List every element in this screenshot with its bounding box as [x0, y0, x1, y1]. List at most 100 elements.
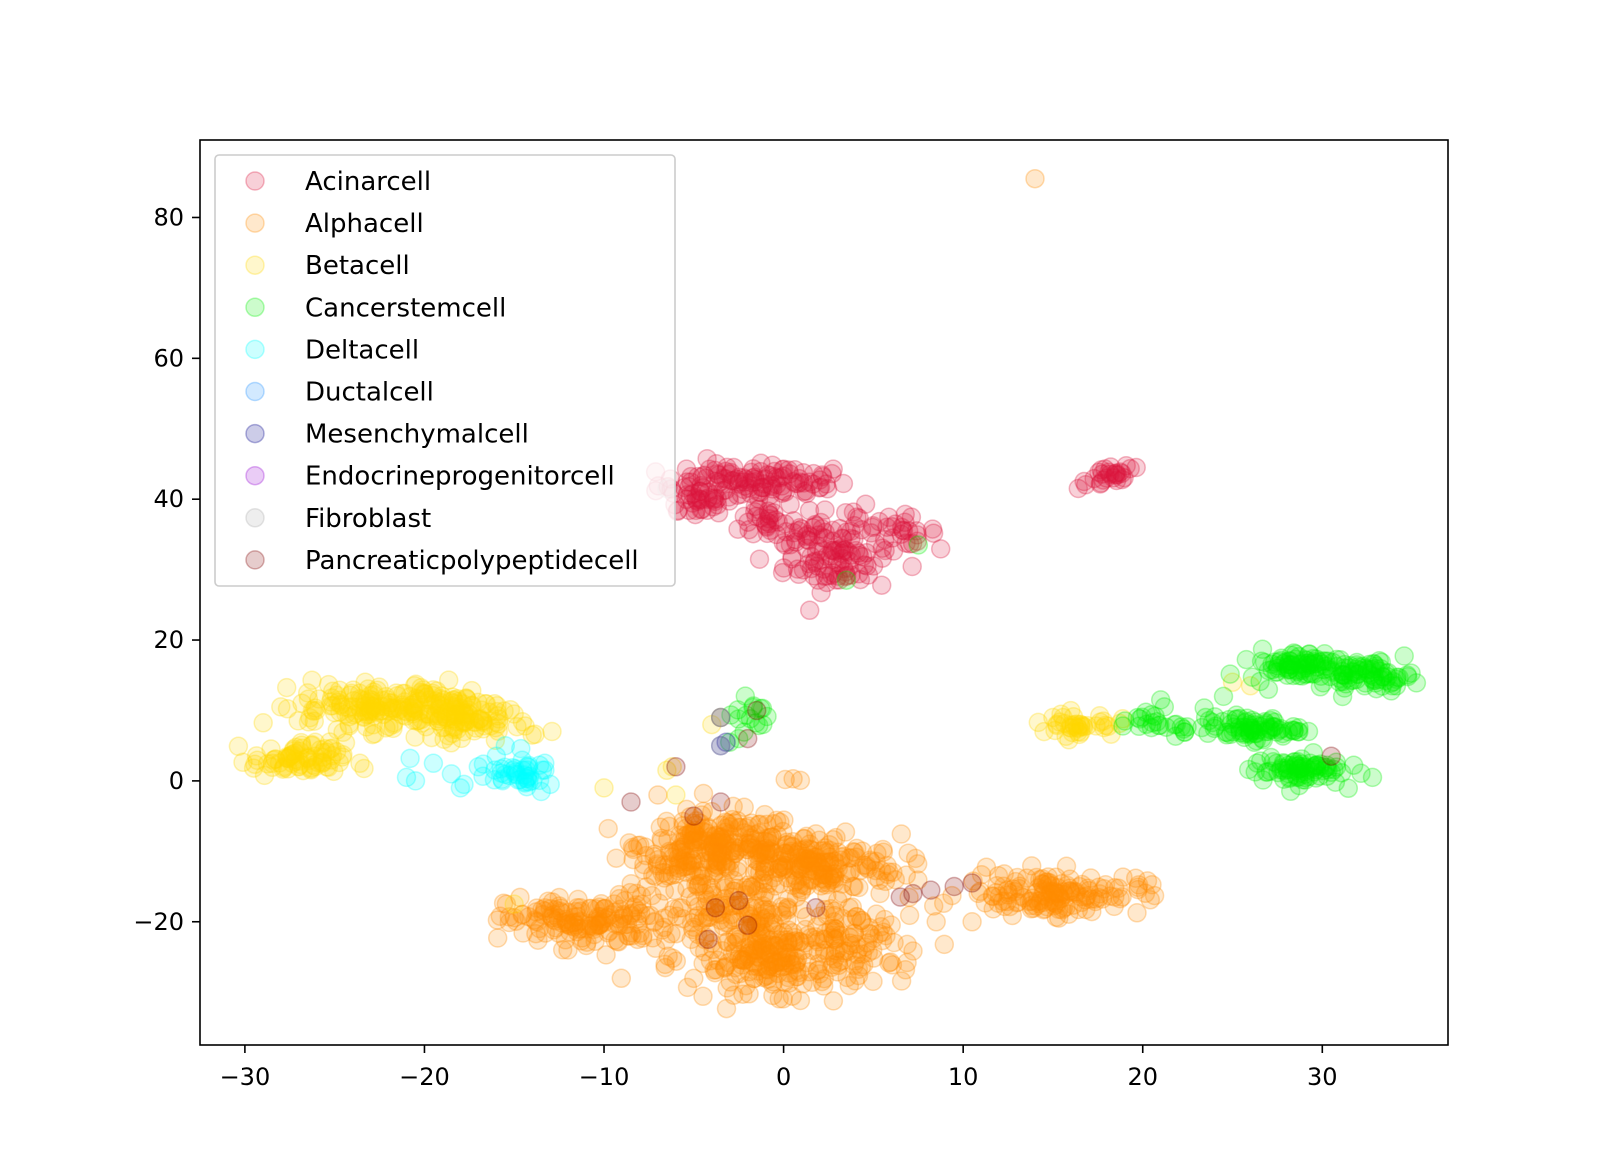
data-point: [769, 858, 789, 878]
data-point: [772, 562, 793, 583]
data-point: [822, 463, 842, 484]
data-point: [740, 834, 760, 855]
data-point: [731, 923, 751, 943]
data-point: [702, 834, 722, 855]
data-point: [376, 718, 396, 738]
data-point: [771, 846, 792, 867]
data-point: [615, 890, 635, 911]
data-point: [767, 825, 788, 846]
data-point: [790, 874, 811, 895]
data-point: [746, 839, 766, 860]
data-point: [737, 839, 758, 860]
data-point: [677, 878, 697, 899]
data-point: [802, 850, 823, 870]
data-point: [1100, 464, 1120, 484]
data-point: [735, 904, 756, 924]
data-point: [658, 946, 678, 966]
data-point: [658, 829, 678, 850]
data-point: [676, 489, 696, 510]
data-point: [767, 474, 787, 495]
data-point: [757, 523, 778, 544]
data-point: [760, 887, 780, 908]
data-point: [604, 902, 625, 923]
data-point: [586, 911, 606, 932]
data-point: [710, 792, 731, 812]
data-point: [923, 896, 944, 916]
data-point: [846, 540, 866, 561]
data-point: [922, 519, 943, 539]
data-point: [668, 839, 689, 860]
data-point: [645, 938, 666, 959]
data-point: [627, 909, 647, 929]
data-point: [790, 518, 810, 538]
data-point: [841, 528, 861, 549]
data-point: [790, 770, 811, 791]
data-point: [686, 849, 706, 870]
data-point: [796, 526, 816, 546]
data-point: [822, 925, 843, 946]
data-point: [769, 858, 789, 879]
data-point: [735, 476, 755, 496]
data-point: [811, 876, 831, 896]
data-point: [687, 840, 707, 860]
data-point: [828, 890, 848, 910]
data-point: [737, 897, 758, 917]
data-point: [841, 565, 861, 585]
data-point: [775, 843, 796, 864]
data-point: [825, 919, 846, 939]
data-point: [716, 461, 736, 482]
data-point: [591, 894, 612, 914]
data-point: [1242, 667, 1263, 687]
data-point: [584, 919, 604, 940]
data-point: [776, 521, 796, 542]
data-point: [748, 881, 768, 902]
data-point: [682, 493, 703, 513]
data-point: [704, 484, 725, 505]
data-point: [704, 837, 725, 857]
data-point: [752, 844, 773, 865]
data-point: [791, 856, 811, 876]
data-point: [743, 838, 764, 858]
legend-marker: [245, 465, 265, 486]
data-point: [1140, 890, 1161, 910]
data-point: [552, 913, 572, 933]
data-point: [651, 830, 672, 851]
data-point: [693, 818, 714, 839]
data-point: [731, 836, 752, 857]
data-point: [784, 860, 805, 880]
data-point: [691, 831, 712, 852]
data-point: [1171, 717, 1192, 737]
data-point: [709, 893, 729, 914]
data-point: [681, 929, 701, 950]
data-point: [661, 924, 681, 944]
data-point: [690, 481, 710, 502]
data-point: [579, 913, 600, 934]
data-point: [584, 924, 604, 945]
legend-label: Alphacell: [305, 209, 424, 239]
data-point: [815, 566, 835, 587]
data-point: [719, 824, 740, 844]
data-point: [740, 833, 761, 853]
data-point: [570, 901, 591, 922]
data-point: [745, 829, 765, 850]
data-point: [555, 930, 576, 950]
data-point: [499, 912, 520, 933]
data-point: [872, 548, 893, 568]
data-point: [805, 847, 825, 868]
data-point: [568, 912, 589, 933]
data-point: [782, 836, 803, 856]
data-point: [872, 538, 893, 558]
data-point: [659, 841, 680, 862]
data-point: [814, 559, 834, 579]
data-point: [745, 917, 766, 938]
data-point: [686, 832, 706, 852]
data-point: [858, 565, 879, 585]
data-point: [333, 722, 353, 743]
data-point: [775, 535, 796, 555]
data-point: [903, 883, 923, 904]
data-point: [800, 526, 821, 547]
data-point: [717, 857, 737, 877]
data-point: [405, 771, 426, 791]
data-point: [712, 832, 733, 852]
